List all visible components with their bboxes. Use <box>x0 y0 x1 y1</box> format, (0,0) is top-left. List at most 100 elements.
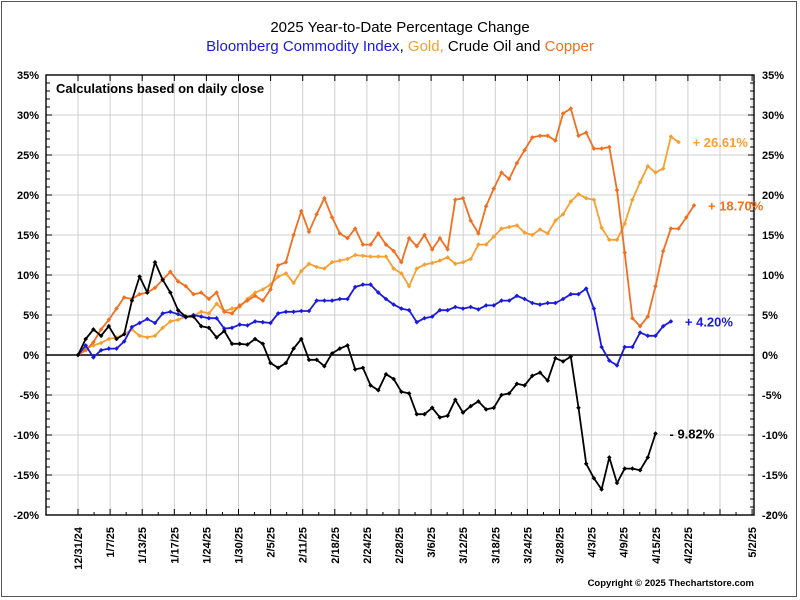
data-point <box>537 227 543 232</box>
data-point <box>383 296 389 302</box>
x-tick-label: 1/13/25 <box>137 527 149 564</box>
data-point <box>607 358 612 363</box>
data-point <box>591 475 597 481</box>
x-tick-label: 4/9/25 <box>619 527 631 558</box>
data-point <box>445 413 450 419</box>
data-point <box>360 282 366 287</box>
data-point <box>684 215 689 220</box>
data-point <box>429 247 435 252</box>
data-point <box>98 340 104 346</box>
data-point <box>437 307 443 313</box>
data-point <box>637 467 643 473</box>
data-point <box>137 333 142 339</box>
series-line <box>77 107 695 356</box>
data-point <box>414 266 420 271</box>
data-point <box>406 307 412 313</box>
data-point <box>322 298 327 303</box>
data-point <box>352 226 358 231</box>
data-point <box>368 282 373 287</box>
data-point <box>537 133 543 139</box>
data-point <box>668 226 674 231</box>
data-point <box>137 320 142 326</box>
data-point <box>506 298 512 303</box>
data-point <box>637 179 643 185</box>
data-point <box>422 411 427 417</box>
data-point <box>268 360 273 366</box>
data-point <box>599 487 604 492</box>
data-point <box>229 341 235 347</box>
data-point <box>291 232 296 238</box>
data-point <box>468 218 473 223</box>
data-point <box>483 242 489 247</box>
data-point <box>491 303 497 308</box>
x-tick-label: 1/30/25 <box>234 527 246 564</box>
data-point <box>260 298 266 303</box>
data-point <box>222 328 227 334</box>
data-point <box>645 314 651 319</box>
data-point <box>229 325 235 331</box>
data-point <box>275 263 281 268</box>
data-point <box>137 274 142 279</box>
y-tick-label-right: 20% <box>762 190 784 202</box>
data-point <box>198 314 204 319</box>
data-point <box>660 248 666 254</box>
data-point <box>299 308 304 314</box>
data-point <box>591 306 597 311</box>
data-point <box>98 333 104 339</box>
data-point <box>391 376 396 382</box>
data-point <box>506 391 512 396</box>
data-point <box>414 319 420 325</box>
data-point <box>368 242 373 247</box>
data-point <box>252 290 258 295</box>
data-point <box>607 237 612 243</box>
data-point <box>553 218 558 223</box>
data-point <box>691 203 697 208</box>
data-point <box>91 327 96 332</box>
end-value-label: + 18.70% <box>708 198 764 213</box>
data-point <box>121 339 127 344</box>
data-point <box>352 284 358 290</box>
y-tick-label-left: 30% <box>17 110 39 122</box>
data-point <box>468 256 473 262</box>
data-point <box>391 266 396 271</box>
data-point <box>299 336 304 342</box>
data-point <box>399 259 404 265</box>
data-point <box>322 363 327 369</box>
data-point <box>406 235 412 241</box>
data-point <box>329 351 335 356</box>
y-tick-label-left: -10% <box>13 430 39 442</box>
y-tick-label-left: -5% <box>19 390 39 402</box>
data-point <box>553 355 558 361</box>
data-point <box>630 466 635 471</box>
data-point <box>676 139 681 145</box>
y-tick-label-right: 10% <box>762 270 784 282</box>
data-point <box>383 371 389 377</box>
data-point <box>121 331 127 337</box>
data-point <box>553 300 558 306</box>
data-point <box>660 323 666 329</box>
data-point <box>445 255 450 260</box>
plot-border <box>45 74 755 516</box>
data-point <box>114 336 119 342</box>
data-point <box>145 335 150 340</box>
end-value-label: - 9.82% <box>670 427 715 442</box>
data-point <box>291 280 296 286</box>
data-point <box>260 319 266 325</box>
data-point <box>522 230 527 235</box>
data-point <box>214 315 219 321</box>
axes-group <box>45 74 769 516</box>
data-point <box>283 271 289 276</box>
data-point <box>514 381 520 387</box>
data-point <box>429 405 435 411</box>
data-point <box>476 399 481 404</box>
data-point <box>337 258 343 263</box>
x-tick-label: 1/7/25 <box>105 527 117 558</box>
x-tick-label: 4/3/25 <box>587 527 599 558</box>
data-point <box>568 106 574 111</box>
data-point <box>499 170 504 175</box>
data-point <box>145 316 150 322</box>
data-point <box>168 309 173 315</box>
data-point <box>660 166 666 171</box>
data-point <box>414 411 420 417</box>
data-point <box>568 354 574 359</box>
